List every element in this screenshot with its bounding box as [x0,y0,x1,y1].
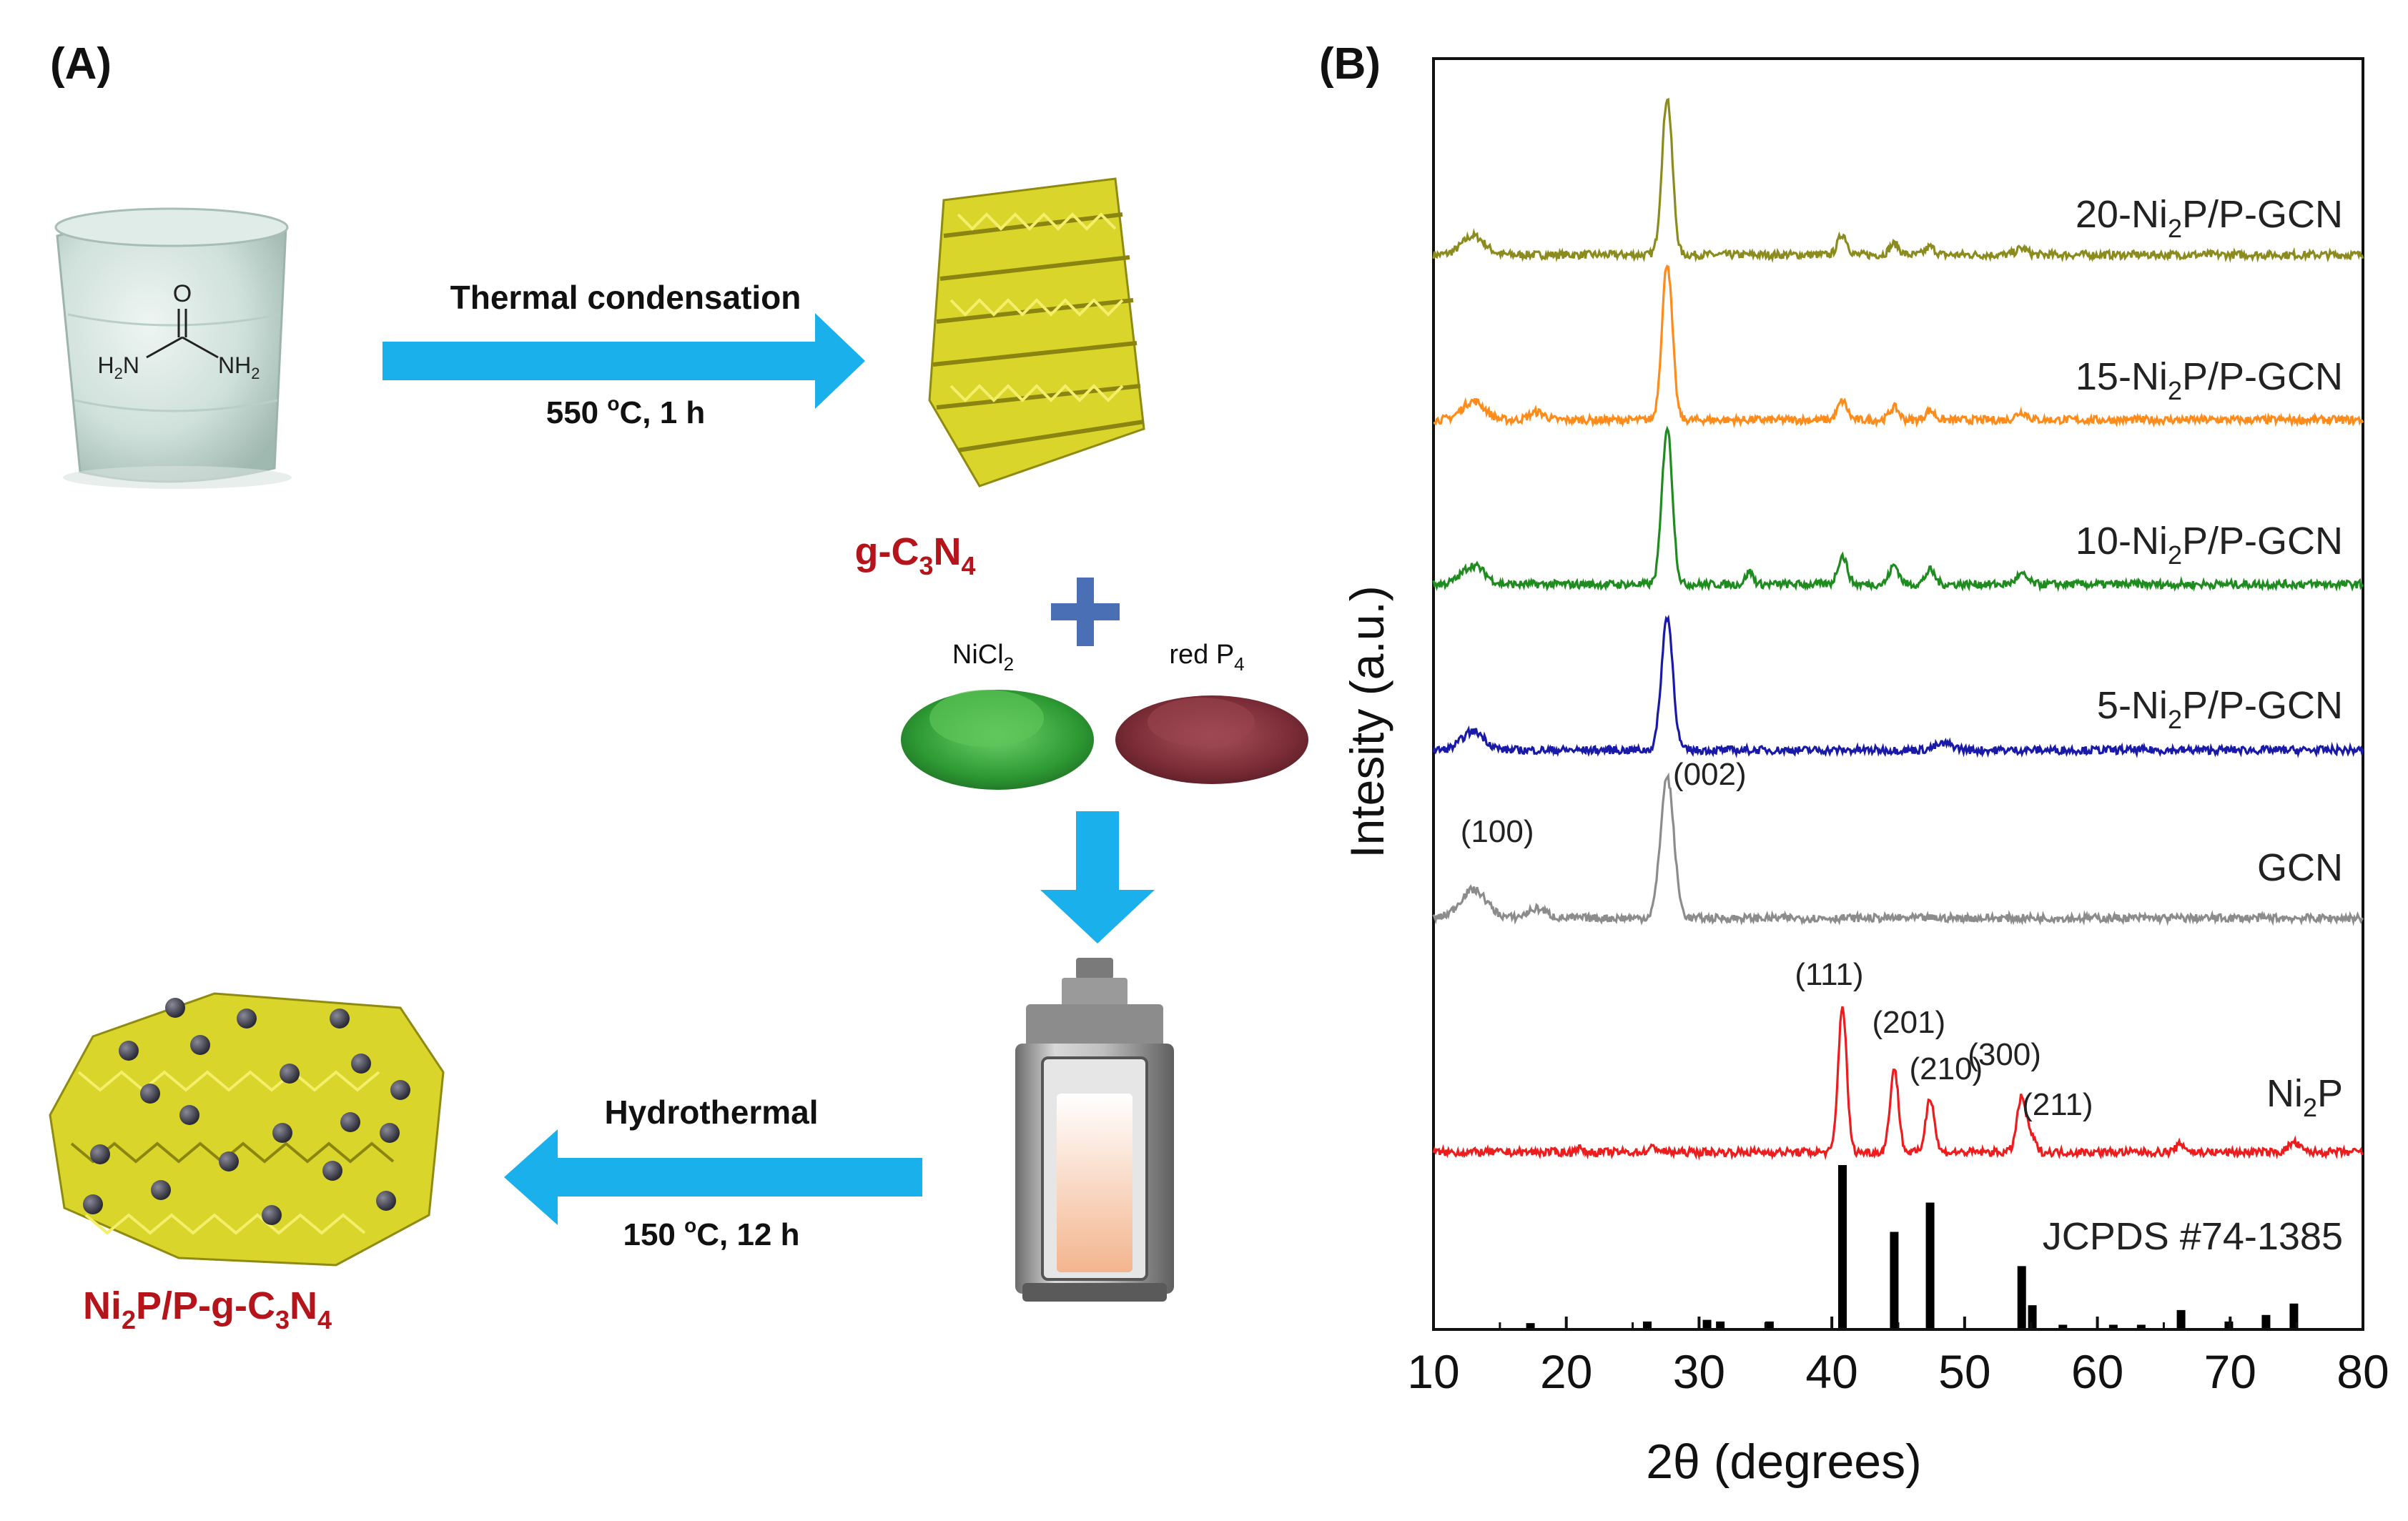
x-axis-label: 2θ (degrees) [1646,1435,1922,1489]
autoclave-vessel-image [1015,958,1174,1302]
gcn-product-label: g-C3N4 [854,530,975,580]
trace-15-ni2p-p-gcn [1433,264,2364,429]
hkl-label: (300) [1968,1037,2041,1072]
panel-b: (B) Intesity (a.u.) 2θ (degrees) 20-Ni2P… [1319,39,2389,1489]
nicl2-label: NiCl2 [952,640,1014,675]
hkl-label: (211) [2022,1087,2093,1122]
hkl-label: (201) [1872,1005,1945,1040]
step2-conditions: 150 oC, 12 h [623,1214,799,1252]
x-tick-label: 80 [2337,1345,2389,1398]
step1-label: Thermal condensation [450,279,801,316]
trace-5-ni2p-p-gcn [1432,614,2364,758]
x-tick-label: 40 [1805,1345,1857,1398]
plus-sign [1051,578,1120,646]
x-tick-label: 20 [1540,1345,1592,1398]
series-label-20-ni2p-p-gcn: 20-Ni2P/P-GCN [2076,193,2343,243]
ni2p-gcn-flake [49,992,445,1267]
reference-label: JCPDS #74-1385 [2043,1215,2343,1258]
y-axis-label: Intesity (a.u.) [1341,585,1393,858]
series-label-15-ni2p-p-gcn: 15-Ni2P/P-GCN [2076,355,2343,405]
x-tick-label: 30 [1673,1345,1725,1398]
final-product-label: Ni2P/P-g-C3N4 [83,1284,332,1334]
hkl-label: (100) [1461,814,1534,849]
urea-oxygen: O [173,280,192,307]
thermal-condensation-arrow: Thermal condensation 550 oC, 1 h [383,279,865,430]
trace-ni2p [1432,1006,2364,1161]
gcn-flake-stack [928,177,1145,487]
trace-20-ni2p-p-gcn [1432,97,2364,263]
red-p4-powder-image [1115,695,1308,784]
x-tick-label: 70 [2204,1345,2256,1398]
trace-gcn [1432,772,2364,926]
series-label-gcn: GCN [2257,846,2343,889]
ni2p-nanoparticles [83,998,410,1225]
urea-structure: O H2N NH2 [98,280,260,382]
trace-10-ni2p-p-gcn [1432,425,2364,593]
series-label-10-ni2p-p-gcn: 10-Ni2P/P-GCN [2076,520,2343,570]
urea-amine-left: H2N [98,352,139,382]
series-label-ni2p: Ni2P [2266,1072,2343,1122]
panel-a-label: (A) [50,39,112,89]
red-p4-label: red P4 [1169,640,1244,675]
x-tick-label: 50 [1938,1345,1990,1398]
nicl2-powder-image [901,690,1094,790]
hkl-label: (210) [1909,1051,1983,1086]
x-tick-label: 60 [2071,1345,2123,1398]
urea-cup-image: O H2N NH2 [54,207,292,489]
hkl-label: (002) [1673,757,1747,792]
step2-label: Hydrothermal [604,1094,818,1131]
step1-conditions: 550 oC, 1 h [546,392,706,430]
panel-b-label: (B) [1319,39,1381,89]
x-tick-label: 10 [1407,1345,1459,1398]
down-arrow [1040,811,1155,943]
series-label-5-ni2p-p-gcn: 5-Ni2P/P-GCN [2097,684,2343,734]
hydrothermal-arrow: Hydrothermal 150 oC, 12 h [504,1094,922,1252]
panel-a: (A) O H2N NH2 Thermal condensation 550 [49,39,1308,1334]
hkl-label: (111) [1795,957,1863,992]
xrd-plot: 20-Ni2P/P-GCN 15-Ni2P/P-GCN 10-Ni2P/P-GCN 5… [1407,57,2389,1398]
